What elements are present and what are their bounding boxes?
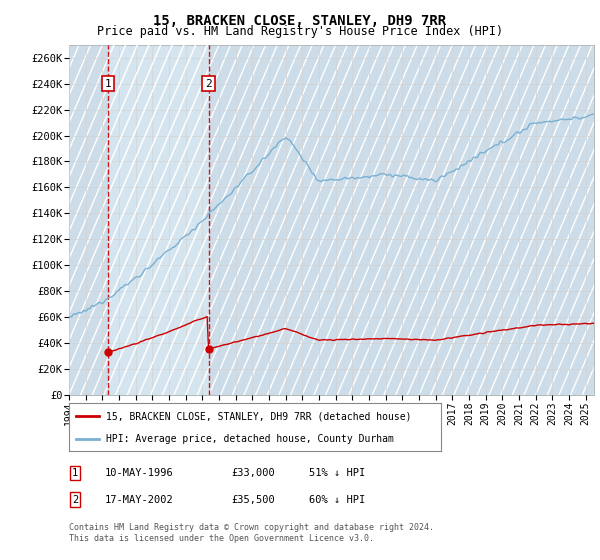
Text: 1: 1	[105, 79, 112, 88]
Bar	[109, 45, 208, 395]
Text: Price paid vs. HM Land Registry's House Price Index (HPI): Price paid vs. HM Land Registry's House …	[97, 25, 503, 39]
Text: 51% ↓ HPI: 51% ↓ HPI	[309, 468, 365, 478]
Text: 17-MAY-2002: 17-MAY-2002	[105, 494, 174, 505]
Text: 2: 2	[205, 79, 212, 88]
Text: 15, BRACKEN CLOSE, STANLEY, DH9 7RR: 15, BRACKEN CLOSE, STANLEY, DH9 7RR	[154, 14, 446, 28]
Text: £33,000: £33,000	[231, 468, 275, 478]
Text: 1: 1	[72, 468, 78, 478]
Text: HPI: Average price, detached house, County Durham: HPI: Average price, detached house, Coun…	[106, 434, 394, 444]
Text: 10-MAY-1996: 10-MAY-1996	[105, 468, 174, 478]
Text: 2: 2	[72, 494, 78, 505]
Text: £35,500: £35,500	[231, 494, 275, 505]
Text: 15, BRACKEN CLOSE, STANLEY, DH9 7RR (detached house): 15, BRACKEN CLOSE, STANLEY, DH9 7RR (det…	[106, 411, 412, 421]
Text: Contains HM Land Registry data © Crown copyright and database right 2024.
This d: Contains HM Land Registry data © Crown c…	[69, 524, 434, 543]
Text: 60% ↓ HPI: 60% ↓ HPI	[309, 494, 365, 505]
